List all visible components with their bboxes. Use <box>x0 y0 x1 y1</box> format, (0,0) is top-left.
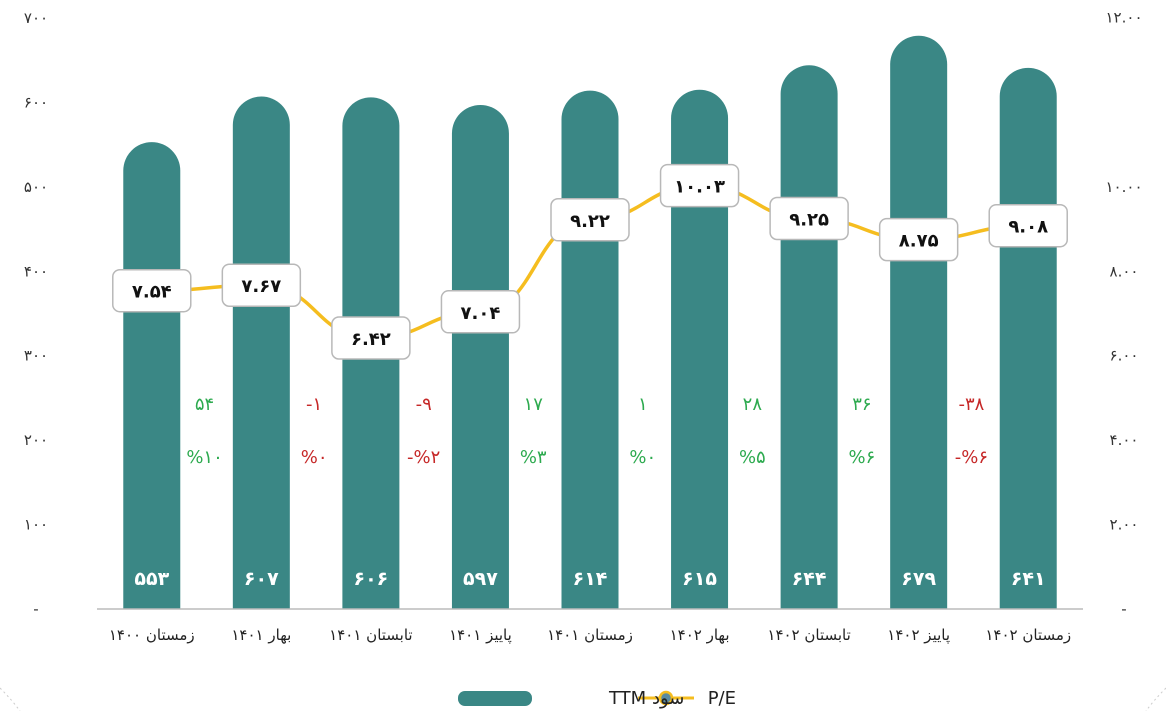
change-abs-label: -۱ <box>306 394 322 415</box>
right-axis: ۱۲.۰۰ ۱۰.۰۰ ۸.۰۰ ۶.۰۰ ۴.۰۰ ۲.۰۰ - <box>1106 8 1143 618</box>
bar <box>890 36 947 609</box>
pe-value-label: ۹.۰۸ <box>1008 217 1048 238</box>
bar-value-label: ۶۱۴ <box>573 568 608 590</box>
category-labels: زمستان ۱۴۰۰ بهار ۱۴۰۱ تابستان ۱۴۰۱ پاییز ۱۴… <box>109 626 1071 645</box>
left-axis-tick-label: ۱۰۰ <box>24 516 48 534</box>
bar <box>1000 68 1057 609</box>
legend: P/E سود TTM <box>458 688 736 709</box>
change-pct-label: %۰ <box>301 447 328 468</box>
change-pct-label: %۵ <box>739 447 766 468</box>
right-axis-tick-label: ۴.۰۰ <box>1110 431 1139 449</box>
change-pct-label: %۳ <box>520 447 547 468</box>
legend-label-ttm: سود TTM <box>608 688 684 709</box>
decor-arc-left <box>0 688 20 711</box>
legend-swatch-ttm <box>458 691 532 706</box>
bar-value-label: ۶۴۱ <box>1011 568 1046 590</box>
right-axis-tick-label: ۶.۰۰ <box>1110 347 1139 365</box>
right-axis-tick-label: ۱۲.۰۰ <box>1106 8 1143 26</box>
change-abs-label: ۲۸ <box>743 394 763 415</box>
left-axis-tick-label: - <box>33 600 38 618</box>
category-label: زمستان ۱۴۰۰ <box>109 626 195 644</box>
change-abs-label: -۳۸ <box>959 394 985 415</box>
pe-value-label: ۶.۴۲ <box>351 329 391 350</box>
bar <box>233 97 290 609</box>
bar <box>123 142 180 609</box>
right-axis-tick-label: ۱۰.۰۰ <box>1106 178 1143 196</box>
left-axis-tick-label: ۳۰۰ <box>24 347 48 365</box>
bar <box>452 105 509 609</box>
left-axis-tick-label: ۴۰۰ <box>24 262 48 280</box>
bar-value-label: ۶۴۴ <box>792 568 827 590</box>
left-axis-tick-label: ۷۰۰ <box>24 9 48 27</box>
legend-label-pe: P/E <box>708 688 736 709</box>
right-axis-tick-label: - <box>1121 600 1126 618</box>
right-axis-tick-label: ۸.۰۰ <box>1110 262 1139 280</box>
legend-item-ttm: سود TTM <box>458 688 684 709</box>
bar <box>562 91 619 609</box>
category-label: پاییز ۱۴۰۱ <box>449 626 512 645</box>
decor-arc-right <box>1146 688 1166 711</box>
bar-value-label: ۶۰۶ <box>353 568 388 590</box>
change-abs-label: ۳۶ <box>852 394 871 415</box>
bar-series: ۵۵۳ ۶۰۷ ۶۰۶ ۵۹۷ ۶۱۴ ۶۱۵ ۶۴۴ ۶۷۹ ۶۴۱ <box>123 36 1056 609</box>
pe-value-label: ۱۰.۰۳ <box>674 177 725 198</box>
pe-value-label: ۹.۲۲ <box>570 211 610 232</box>
category-label: بهار ۱۴۰۲ <box>670 626 730 644</box>
pe-value-label: ۷.۶۷ <box>241 276 281 297</box>
bar-value-label: ۵۵۳ <box>134 568 169 590</box>
change-abs-label: ۱ <box>638 394 648 415</box>
left-axis-tick-label: ۶۰۰ <box>24 93 48 111</box>
pe-value-label: ۹.۲۵ <box>789 210 829 231</box>
pe-value-label: ۷.۰۴ <box>461 303 501 324</box>
category-label: زمستان ۱۴۰۱ <box>547 626 633 644</box>
change-pct-label: %۱۰ <box>186 447 222 468</box>
change-pct-label: -%۲ <box>407 447 440 468</box>
left-axis-tick-label: ۵۰۰ <box>24 178 48 196</box>
change-abs-label: ۵۴ <box>195 394 214 415</box>
left-axis: ۷۰۰ ۶۰۰ ۵۰۰ ۴۰۰ ۳۰۰ ۲۰۰ ۱۰۰ - <box>24 9 48 618</box>
bar <box>781 65 838 609</box>
change-pct-label: %۰ <box>629 447 656 468</box>
category-label: تابستان ۱۴۰۲ <box>767 626 850 644</box>
change-abs-label: ۱۷ <box>524 394 544 415</box>
change-pct-label: -%۶ <box>955 447 988 468</box>
bar-value-label: ۶۱۵ <box>682 568 717 590</box>
change-abs-label: -۹ <box>416 394 432 415</box>
right-axis-tick-label: ۲.۰۰ <box>1110 516 1139 534</box>
bar-value-label: ۵۹۷ <box>463 568 498 590</box>
bar-value-label: ۶۷۹ <box>901 568 936 590</box>
change-pct-label: %۶ <box>848 447 875 468</box>
category-label: تابستان ۱۴۰۱ <box>329 626 412 644</box>
category-label: بهار ۱۴۰۱ <box>231 626 291 644</box>
left-axis-tick-label: ۲۰۰ <box>24 431 48 449</box>
category-label: زمستان ۱۴۰۲ <box>985 626 1071 644</box>
category-label: پاییز ۱۴۰۲ <box>887 626 950 645</box>
pe-value-label: ۸.۷۵ <box>899 231 939 252</box>
pe-value-label: ۷.۵۴ <box>132 282 172 303</box>
bar-value-label: ۶۰۷ <box>244 568 279 590</box>
